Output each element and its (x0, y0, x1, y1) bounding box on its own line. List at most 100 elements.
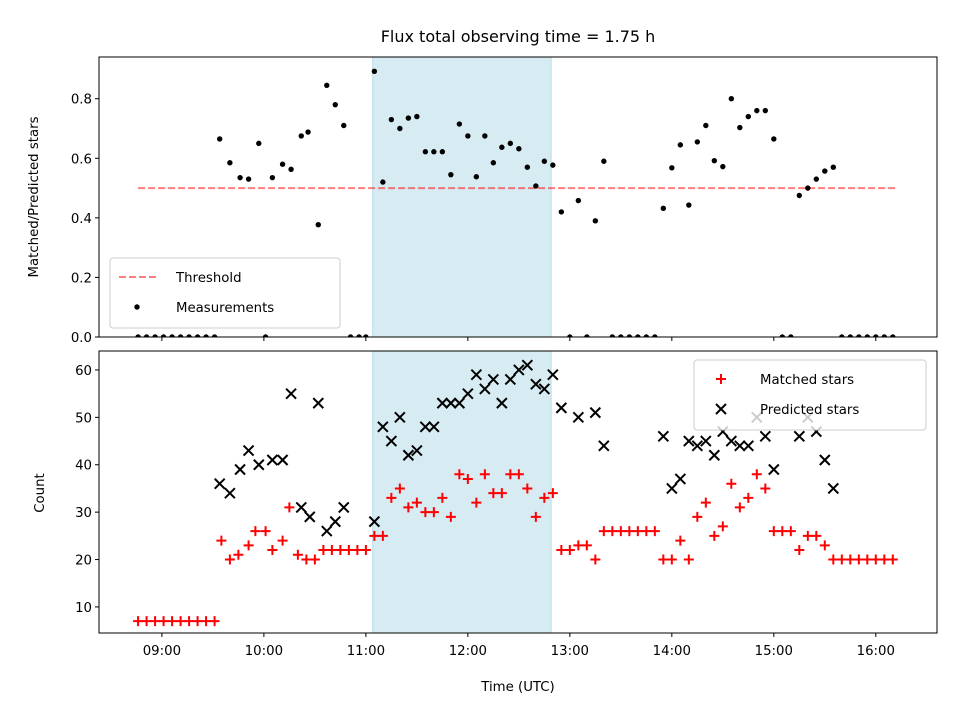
y-tick-label: 0.6 (71, 152, 92, 167)
matched-point (243, 540, 254, 551)
predicted-point (295, 501, 307, 514)
measurement-point (652, 334, 658, 337)
matched-point (292, 549, 303, 560)
matched-point (377, 530, 388, 541)
predicted-point (734, 440, 746, 452)
matched-point (360, 545, 371, 556)
matched-point (632, 526, 643, 537)
measurement-point (686, 202, 692, 208)
measurement-point (490, 160, 497, 166)
predicted-point (657, 430, 670, 443)
series-predicted-stars (213, 359, 840, 537)
matched-point (488, 488, 499, 499)
matched-point (768, 526, 779, 537)
measurement-point (135, 334, 141, 337)
legend-label: Threshold (175, 271, 242, 286)
predicted-point (572, 411, 585, 424)
measurement-point (660, 205, 667, 212)
predicted-point (377, 421, 389, 433)
matched-point (666, 554, 677, 565)
predicted-point (547, 368, 559, 381)
legend: Matched stars Predicted stars (693, 359, 927, 431)
matched-point (819, 540, 830, 551)
measurement-point (592, 218, 599, 224)
bottom-panel: 10 20 30 40 50 60 09:00 10:00 11:00 12:00 13:00 14:… (75, 350, 938, 659)
measurement-point (643, 334, 650, 337)
measurement-point (160, 334, 167, 337)
matched-point (522, 483, 533, 494)
measurement-point (737, 124, 743, 131)
measurement-point (720, 163, 726, 170)
matched-point (209, 616, 220, 627)
plot-area (135, 68, 897, 337)
measurement-point (143, 334, 150, 337)
legend-matched-swatch (716, 374, 726, 384)
matched-point (836, 554, 847, 565)
matched-point (734, 502, 745, 513)
predicted-point (224, 487, 236, 499)
measurement-point (550, 162, 556, 168)
legend-label: Predicted stars (760, 403, 859, 418)
y-tick-label: 20 (75, 554, 92, 569)
matched-point (530, 511, 541, 522)
matched-point (454, 469, 465, 480)
matched-point (496, 488, 507, 499)
measurement-point (169, 334, 175, 337)
measurement-point (439, 149, 446, 155)
measurement-point (203, 334, 209, 337)
chart-title: Flux total observing time = 1.75 h (381, 27, 656, 46)
matched-point (581, 540, 592, 551)
x-tick-label: 16:00 (857, 644, 895, 659)
predicted-point (487, 373, 500, 386)
measurement-point (262, 334, 269, 337)
matched-point (403, 502, 414, 513)
matched-point (184, 616, 195, 627)
matched-point (141, 616, 152, 627)
matched-point (224, 554, 235, 565)
matched-point (751, 469, 762, 480)
measurement-point (694, 139, 701, 145)
predicted-point (674, 473, 687, 485)
measurement-point (618, 334, 624, 337)
measurement-point (830, 164, 837, 170)
matched-point (828, 554, 839, 565)
measurement-point (363, 334, 369, 337)
measurement-point (873, 334, 879, 337)
predicted-point (708, 449, 721, 461)
matched-point (309, 554, 320, 565)
bottom-y-axis-label: Count (33, 473, 48, 513)
measurement-point (507, 140, 514, 147)
observing-window (372, 56, 552, 338)
series-matched-stars (133, 469, 898, 627)
matched-point (556, 545, 567, 556)
matched-point (445, 511, 456, 522)
measurement-point (465, 133, 471, 139)
x-tick-label: 14:00 (653, 644, 691, 659)
measurement-point (558, 209, 565, 215)
measurement-point (575, 197, 582, 204)
predicted-point (213, 477, 226, 490)
matched-point (420, 507, 431, 518)
y-tick-label: 40 (75, 459, 92, 474)
measurement-point (315, 222, 321, 228)
measurement-point (431, 149, 437, 155)
matched-point (326, 545, 337, 556)
predicted-point (276, 454, 289, 466)
matched-point (785, 526, 796, 537)
measurement-point (448, 171, 454, 178)
measurement-point (269, 174, 276, 181)
legend-box (109, 257, 341, 329)
observing-window (372, 350, 552, 634)
matched-point (318, 545, 329, 556)
matched-point (624, 526, 635, 537)
y-tick-label: 0.8 (71, 93, 92, 108)
predicted-point (419, 421, 432, 433)
matched-point (462, 473, 473, 484)
predicted-point (819, 454, 831, 466)
measurement-point (177, 334, 184, 337)
matched-point (216, 535, 227, 546)
matched-point (352, 545, 363, 556)
top-panel: 0.0 0.2 0.4 0.6 0.8 Threshold Measurements (71, 56, 938, 346)
x-tick-label: 09:00 (143, 644, 181, 659)
